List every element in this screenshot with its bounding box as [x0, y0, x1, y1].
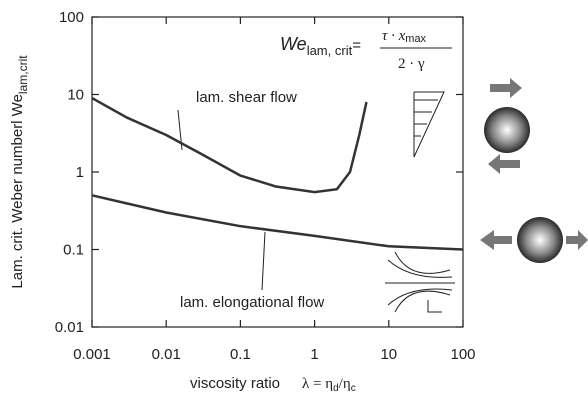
annotation-leader [261, 231, 266, 291]
x-axis-label: viscosity ratio λ = ηd/ηc [190, 375, 356, 394]
data-line [91, 194, 464, 251]
y-tick-label: 0.1 [63, 242, 84, 259]
annotation: lam. shear flow [196, 89, 297, 106]
x-tick-label: 100 [450, 346, 475, 363]
y-tick-label: 0.01 [55, 319, 84, 336]
elongation-inset [385, 251, 455, 313]
x-tick-label: 1 [310, 346, 318, 363]
x-tick-label: 10 [380, 346, 397, 363]
shear-drop-icon [484, 78, 530, 174]
y-tick-label: 1 [76, 164, 84, 181]
annotation: lam. elongational flow [180, 294, 324, 311]
y-axis-label: Lam. crit. Weber numberl Welam,crit [9, 55, 30, 289]
x-tick-label: 0.01 [152, 346, 181, 363]
y-tick-label: 100 [59, 9, 84, 26]
y-tick-label: 10 [67, 87, 84, 104]
x-tick-label: 0.1 [230, 346, 251, 363]
formula-lhs: Welam, crit= [280, 34, 361, 58]
x-tick-label: 0.001 [73, 346, 111, 363]
elongation-drop-icon [480, 217, 588, 263]
data-line [91, 96, 368, 194]
formula-numerator: τ · xmax [382, 28, 427, 45]
shear-inset [413, 91, 445, 158]
formula-denominator: 2 · γ [398, 56, 425, 72]
